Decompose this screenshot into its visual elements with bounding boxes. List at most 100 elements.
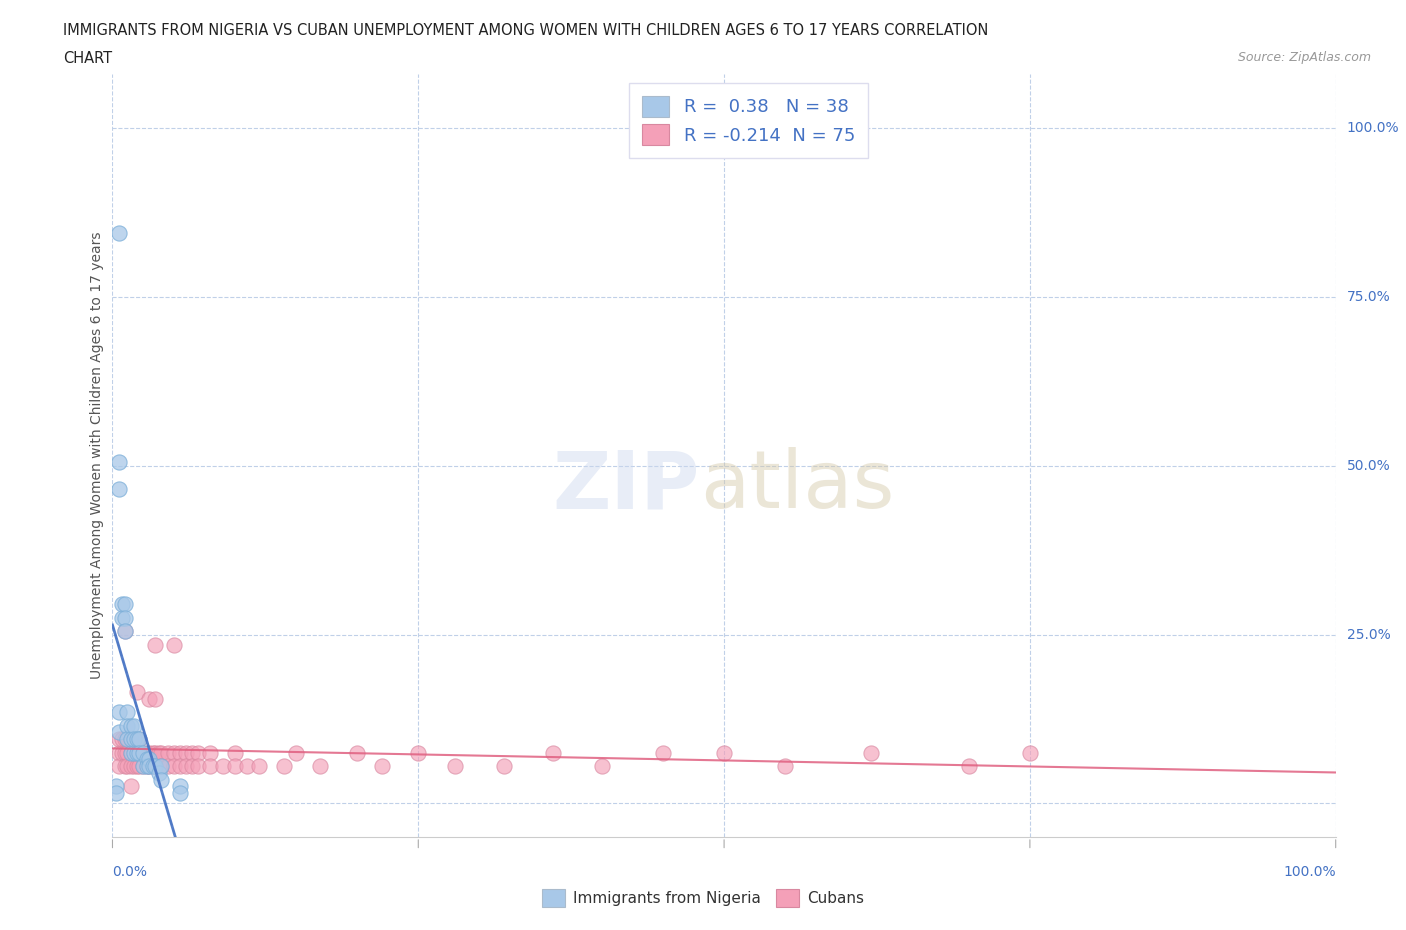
Point — [492, 759, 515, 774]
Point — [859, 745, 882, 760]
Point — [181, 759, 204, 774]
Text: Source: ZipAtlas.com: Source: ZipAtlas.com — [1237, 51, 1371, 64]
Point — [224, 745, 246, 760]
Point — [156, 745, 179, 760]
Point — [150, 745, 173, 760]
Point — [111, 745, 134, 760]
Point — [124, 759, 146, 774]
Text: ZIP: ZIP — [553, 447, 700, 525]
Point — [120, 745, 142, 760]
Point — [124, 745, 146, 760]
Point — [120, 732, 142, 747]
Point — [128, 732, 150, 747]
Point — [163, 637, 186, 652]
Point — [107, 455, 129, 470]
Point — [142, 759, 165, 774]
Point — [114, 624, 136, 639]
Point — [148, 765, 170, 780]
Point — [408, 745, 430, 760]
Legend: R =  0.38   N = 38, R = -0.214  N = 75: R = 0.38 N = 38, R = -0.214 N = 75 — [630, 84, 868, 158]
Point — [115, 759, 138, 774]
Point — [115, 732, 138, 747]
Point — [143, 691, 166, 706]
Text: 75.0%: 75.0% — [1347, 290, 1391, 304]
Text: 0.0%: 0.0% — [112, 865, 148, 879]
Point — [1018, 745, 1040, 760]
Point — [132, 759, 155, 774]
Point — [132, 759, 155, 774]
Point — [135, 745, 157, 760]
Text: 100.0%: 100.0% — [1284, 865, 1336, 879]
Point — [187, 745, 209, 760]
Point — [107, 732, 129, 747]
Point — [224, 759, 246, 774]
Point — [107, 745, 129, 760]
Point — [148, 759, 170, 774]
Point — [111, 732, 134, 747]
Point — [135, 759, 157, 774]
Point — [107, 725, 129, 740]
Point — [346, 745, 368, 760]
Point — [128, 745, 150, 760]
Point — [107, 482, 129, 497]
Point — [138, 752, 160, 767]
Point — [181, 745, 204, 760]
Legend: Immigrants from Nigeria, Cubans: Immigrants from Nigeria, Cubans — [536, 884, 870, 913]
Point — [142, 745, 165, 760]
Point — [105, 786, 128, 801]
Point — [591, 759, 613, 774]
Point — [107, 705, 129, 720]
Point — [143, 637, 166, 652]
Point — [128, 759, 150, 774]
Text: 50.0%: 50.0% — [1347, 458, 1391, 472]
Point — [200, 759, 222, 774]
Point — [156, 759, 179, 774]
Point — [150, 772, 173, 787]
Point — [125, 759, 148, 774]
Point — [115, 732, 138, 747]
Point — [169, 745, 191, 760]
Point — [444, 759, 467, 774]
Point — [247, 759, 270, 774]
Point — [174, 759, 197, 774]
Point — [124, 732, 146, 747]
Point — [309, 759, 332, 774]
Point — [135, 759, 157, 774]
Point — [125, 732, 148, 747]
Point — [652, 745, 675, 760]
Point — [284, 745, 308, 760]
Point — [957, 759, 980, 774]
Point — [169, 759, 191, 774]
Point — [163, 759, 186, 774]
Point — [143, 759, 166, 774]
Point — [135, 752, 157, 767]
Point — [713, 745, 735, 760]
Point — [132, 745, 155, 760]
Point — [163, 745, 186, 760]
Point — [143, 745, 166, 760]
Point — [120, 759, 142, 774]
Y-axis label: Unemployment Among Women with Children Ages 6 to 17 years: Unemployment Among Women with Children A… — [90, 232, 104, 680]
Text: CHART: CHART — [63, 51, 112, 66]
Point — [114, 624, 136, 639]
Point — [187, 759, 209, 774]
Point — [138, 691, 160, 706]
Point — [132, 745, 155, 760]
Point — [138, 759, 160, 774]
Point — [138, 745, 160, 760]
Text: IMMIGRANTS FROM NIGERIA VS CUBAN UNEMPLOYMENT AMONG WOMEN WITH CHILDREN AGES 6 T: IMMIGRANTS FROM NIGERIA VS CUBAN UNEMPLO… — [63, 23, 988, 38]
Text: atlas: atlas — [700, 447, 894, 525]
Point — [138, 759, 160, 774]
Point — [107, 759, 129, 774]
Point — [114, 732, 136, 747]
Point — [114, 759, 136, 774]
Point — [541, 745, 564, 760]
Point — [105, 779, 128, 794]
Point — [169, 786, 191, 801]
Point — [120, 745, 142, 760]
Text: 100.0%: 100.0% — [1347, 122, 1399, 136]
Point — [115, 718, 138, 733]
Point — [120, 732, 142, 747]
Point — [128, 732, 150, 747]
Point — [775, 759, 797, 774]
